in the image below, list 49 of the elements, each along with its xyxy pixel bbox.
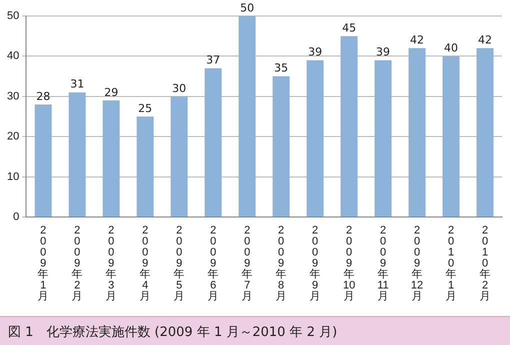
data-label: 31 — [70, 78, 84, 91]
bar — [374, 60, 392, 216]
caption: 図 1 化学療法実施件数 (2009 年 1 月～2010 年 2 月) — [8, 324, 338, 341]
data-label: 42 — [478, 34, 492, 47]
x-tick-label: 2009年8月 — [276, 224, 287, 303]
bar — [272, 76, 290, 216]
x-tick-label: 2010年2月 — [480, 224, 491, 303]
bar — [476, 48, 494, 216]
bar — [442, 56, 460, 216]
data-label: 30 — [172, 82, 186, 95]
x-tick-label: 2009年4月 — [140, 224, 151, 303]
bar — [34, 104, 52, 216]
y-tick-label: 40 — [6, 50, 20, 62]
data-label: 45 — [342, 21, 356, 34]
x-tick-label: 2009年6月 — [208, 224, 219, 303]
bar — [102, 100, 120, 216]
data-label: 39 — [308, 46, 322, 59]
x-tick-label: 2009年10月 — [342, 224, 356, 303]
bar — [204, 68, 222, 216]
x-tick-label: 2009年1月 — [38, 224, 49, 303]
bar — [306, 60, 324, 216]
data-label: 29 — [104, 86, 118, 99]
bar — [170, 96, 188, 216]
x-tick-label: 2010年1月 — [446, 224, 457, 303]
data-label: 25 — [138, 102, 152, 115]
bar — [340, 36, 358, 216]
data-label: 28 — [36, 90, 50, 103]
data-label: 42 — [410, 34, 424, 47]
bar — [408, 48, 426, 216]
bar — [68, 92, 86, 216]
y-tick-label: 30 — [6, 90, 20, 102]
data-label: 50 — [240, 1, 254, 14]
x-tick-label: 2009年3月 — [106, 224, 117, 303]
x-tick-label: 2009年7月 — [242, 224, 253, 303]
x-tick-label: 2009年9月 — [310, 224, 321, 303]
y-tick-label: 20 — [6, 130, 20, 143]
x-tick-label: 2009年12月 — [410, 224, 424, 303]
x-tick-label: 2009年11月 — [377, 224, 389, 303]
data-label: 35 — [274, 62, 288, 75]
y-tick-label: 50 — [6, 10, 20, 22]
bar — [238, 16, 256, 216]
x-tick-label: 2009年5月 — [174, 224, 185, 303]
data-label: 40 — [444, 42, 458, 55]
data-label: 39 — [376, 46, 390, 59]
data-label: 37 — [206, 54, 220, 67]
bar — [136, 116, 154, 216]
y-tick-label: 10 — [6, 170, 20, 183]
x-tick-label: 2009年2月 — [72, 224, 83, 303]
y-tick-label: 0 — [13, 211, 20, 224]
